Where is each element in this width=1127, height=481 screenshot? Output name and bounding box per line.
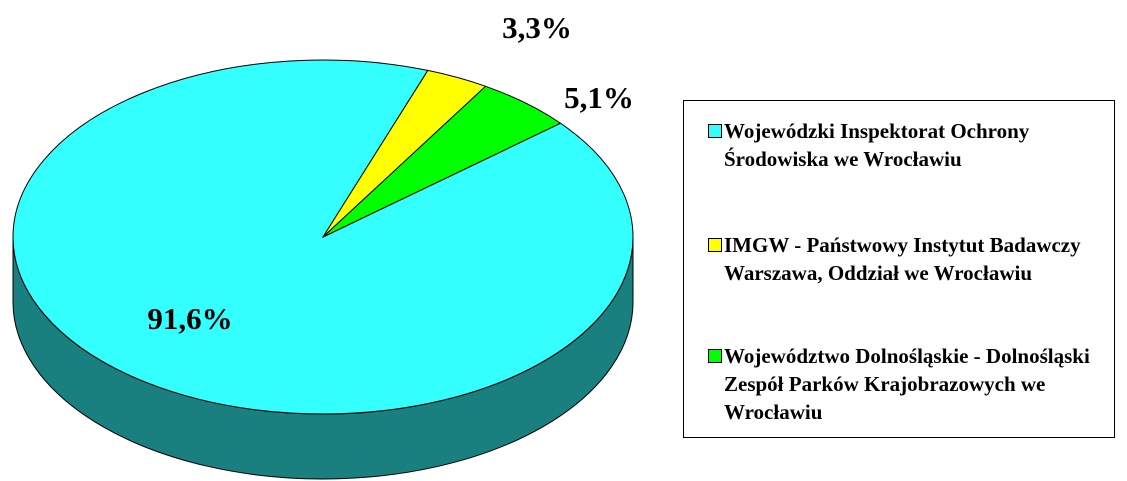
legend-label: IMGW - Państwowy Instytut Badawczy Warsz… <box>724 233 1081 285</box>
legend-item: IMGW - Państwowy Instytut Badawczy Warsz… <box>708 231 1109 287</box>
legend-label: Województwo Dolnośląskie - Dolnośląski Z… <box>724 344 1090 424</box>
legend: Wojewódzki Inspektorat Ochrony Środowisk… <box>683 100 1115 438</box>
data-label: 3,3% <box>502 10 572 45</box>
legend-swatch <box>708 124 722 138</box>
legend-item: Wojewódzki Inspektorat Ochrony Środowisk… <box>708 117 1109 173</box>
legend-item: Województwo Dolnośląskie - Dolnośląski Z… <box>708 342 1109 426</box>
pie-slice <box>322 85 562 238</box>
data-label: 5,1% <box>564 80 634 115</box>
legend-swatch <box>708 349 722 363</box>
data-label: 91,6% <box>147 301 232 336</box>
legend-swatch <box>708 238 722 252</box>
legend-label: Wojewódzki Inspektorat Ochrony Środowisk… <box>724 119 1030 171</box>
